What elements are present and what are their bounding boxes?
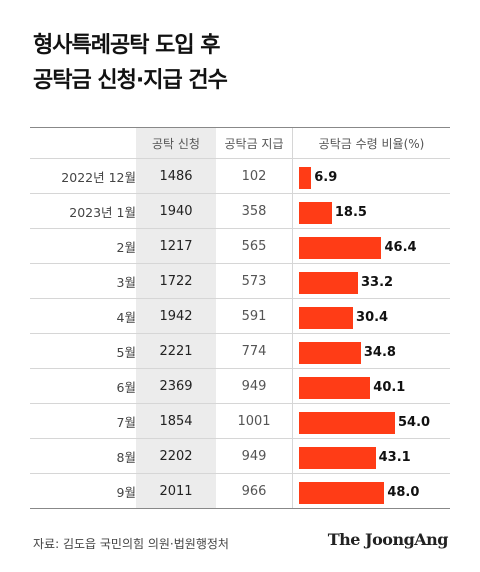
source-note: 자료: 김도읍 국민의힘 의원·법원행정처 bbox=[33, 537, 229, 551]
row-apply-count: 1486 bbox=[136, 159, 216, 193]
row-month: 8월 bbox=[116, 449, 136, 465]
header-pay: 공탁금 지급 bbox=[224, 136, 284, 151]
table-row: 2023년 1월 1940 358 18.5 bbox=[30, 194, 450, 229]
row-ratio-cell: 40.1 bbox=[292, 369, 450, 403]
row-pay-count: 102 bbox=[241, 168, 267, 184]
row-apply-count: 1940 bbox=[136, 194, 216, 228]
ratio-bar bbox=[299, 307, 354, 329]
table-body: 2022년 12월 1486 102 6.9 2023년 1월 1940 358 18.5 2월… bbox=[30, 159, 450, 509]
row-ratio-cell: 30.4 bbox=[292, 299, 450, 333]
ratio-bar bbox=[299, 237, 382, 259]
ratio-bar bbox=[299, 342, 361, 364]
row-month: 2022년 12월 bbox=[61, 169, 136, 185]
ratio-label: 33.2 bbox=[361, 275, 394, 290]
row-ratio-cell: 46.4 bbox=[292, 229, 450, 263]
row-month: 4월 bbox=[116, 309, 136, 325]
row-month: 3월 bbox=[116, 274, 136, 290]
ratio-bar bbox=[299, 377, 371, 399]
header-ratio: 공탁금 수령 비율(%) bbox=[292, 128, 450, 158]
table-header-row: 공탁 신청 공탁금 지급 공탁금 수령 비율(%) bbox=[30, 128, 450, 159]
row-month: 5월 bbox=[116, 344, 136, 360]
ratio-label: 43.1 bbox=[378, 450, 411, 465]
row-apply-count: 1722 bbox=[136, 264, 216, 298]
title-line-2: 공탁금 신청·지급 건수 bbox=[33, 68, 228, 93]
row-ratio-cell: 48.0 bbox=[292, 474, 450, 508]
row-ratio-cell: 18.5 bbox=[292, 194, 450, 228]
row-pay-count: 591 bbox=[241, 308, 267, 324]
ratio-label: 40.1 bbox=[373, 380, 406, 395]
ratio-bar bbox=[299, 447, 376, 469]
ratio-bar bbox=[299, 167, 312, 189]
row-pay-count: 949 bbox=[241, 448, 267, 464]
table-row: 2월 1217 565 46.4 bbox=[30, 229, 450, 264]
row-month: 2월 bbox=[116, 239, 136, 255]
row-pay-count: 774 bbox=[241, 343, 267, 359]
ratio-bar bbox=[299, 202, 332, 224]
row-ratio-cell: 54.0 bbox=[292, 404, 450, 438]
ratio-bar bbox=[299, 412, 395, 434]
data-table: 공탁 신청 공탁금 지급 공탁금 수령 비율(%) 2022년 12월 1486 1… bbox=[30, 127, 450, 509]
header-apply: 공탁 신청 bbox=[136, 128, 216, 158]
row-month: 6월 bbox=[116, 379, 136, 395]
table-row: 5월 2221 774 34.8 bbox=[30, 334, 450, 369]
ratio-label: 54.0 bbox=[398, 415, 431, 430]
row-pay-count: 1001 bbox=[237, 413, 271, 429]
table-row: 2022년 12월 1486 102 6.9 bbox=[30, 159, 450, 194]
table-row: 8월 2202 949 43.1 bbox=[30, 439, 450, 474]
ratio-bar bbox=[299, 482, 385, 504]
row-apply-count: 2221 bbox=[136, 334, 216, 368]
row-apply-count: 1217 bbox=[136, 229, 216, 263]
table-row: 4월 1942 591 30.4 bbox=[30, 299, 450, 334]
row-month: 9월 bbox=[116, 484, 136, 500]
ratio-bar bbox=[299, 272, 359, 294]
ratio-label: 6.9 bbox=[314, 170, 338, 185]
row-apply-count: 2369 bbox=[136, 369, 216, 403]
row-month: 7월 bbox=[116, 414, 136, 430]
row-ratio-cell: 43.1 bbox=[292, 439, 450, 473]
brand-logo: The JoongAng bbox=[327, 530, 449, 549]
ratio-label: 30.4 bbox=[356, 310, 389, 325]
row-pay-count: 966 bbox=[241, 483, 267, 499]
row-pay-count: 565 bbox=[241, 238, 267, 254]
ratio-label: 48.0 bbox=[387, 485, 420, 500]
row-apply-count: 2011 bbox=[136, 474, 216, 508]
ratio-label: 34.8 bbox=[363, 345, 396, 360]
row-pay-count: 949 bbox=[241, 378, 267, 394]
row-ratio-cell: 34.8 bbox=[292, 334, 450, 368]
row-apply-count: 1854 bbox=[136, 404, 216, 438]
ratio-label: 46.4 bbox=[384, 240, 417, 255]
ratio-label: 18.5 bbox=[334, 205, 367, 220]
title-line-1: 형사특례공탁 도입 후 bbox=[33, 33, 220, 58]
chart-title: 형사특례공탁 도입 후 공탁금 신청·지급 건수 bbox=[33, 28, 228, 98]
table-row: 9월 2011 966 48.0 bbox=[30, 474, 450, 509]
row-month: 2023년 1월 bbox=[69, 204, 136, 220]
table-row: 3월 1722 573 33.2 bbox=[30, 264, 450, 299]
row-apply-count: 2202 bbox=[136, 439, 216, 473]
table-row: 6월 2369 949 40.1 bbox=[30, 369, 450, 404]
row-ratio-cell: 33.2 bbox=[292, 264, 450, 298]
row-pay-count: 573 bbox=[241, 273, 267, 289]
table-row: 7월 1854 1001 54.0 bbox=[30, 404, 450, 439]
row-apply-count: 1942 bbox=[136, 299, 216, 333]
row-ratio-cell: 6.9 bbox=[292, 159, 450, 193]
row-pay-count: 358 bbox=[241, 203, 267, 219]
